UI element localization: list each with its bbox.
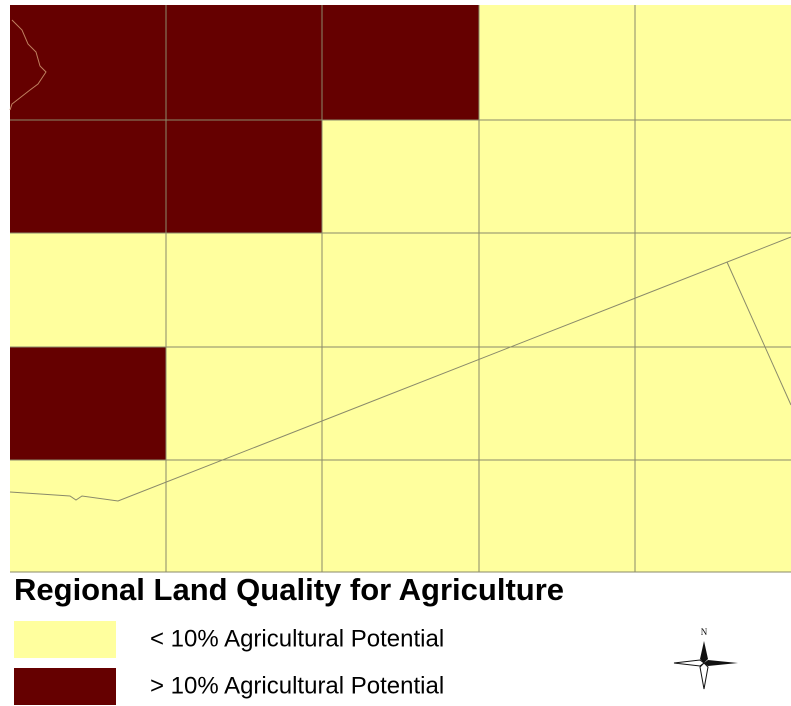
cell — [166, 120, 322, 233]
cell — [322, 5, 479, 120]
cell — [10, 5, 166, 120]
north-arrow: N — [673, 627, 738, 690]
map-title: Regional Land Quality for Agriculture — [14, 572, 564, 607]
north-label: N — [701, 627, 708, 637]
legend-label: < 10% Agricultural Potential — [150, 625, 444, 652]
legend: < 10% Agricultural Potential > 10% Agricu… — [14, 621, 444, 705]
map — [9, 5, 791, 573]
grid — [10, 5, 791, 573]
legend-swatch — [14, 668, 116, 705]
boundary — [9, 236, 791, 502]
cell — [10, 347, 166, 460]
cell — [10, 120, 166, 233]
legend-label: > 10% Agricultural Potential — [150, 672, 444, 699]
legend-swatch — [14, 621, 116, 658]
boundary — [9, 19, 47, 111]
cell — [166, 5, 322, 120]
boundary — [726, 261, 791, 406]
